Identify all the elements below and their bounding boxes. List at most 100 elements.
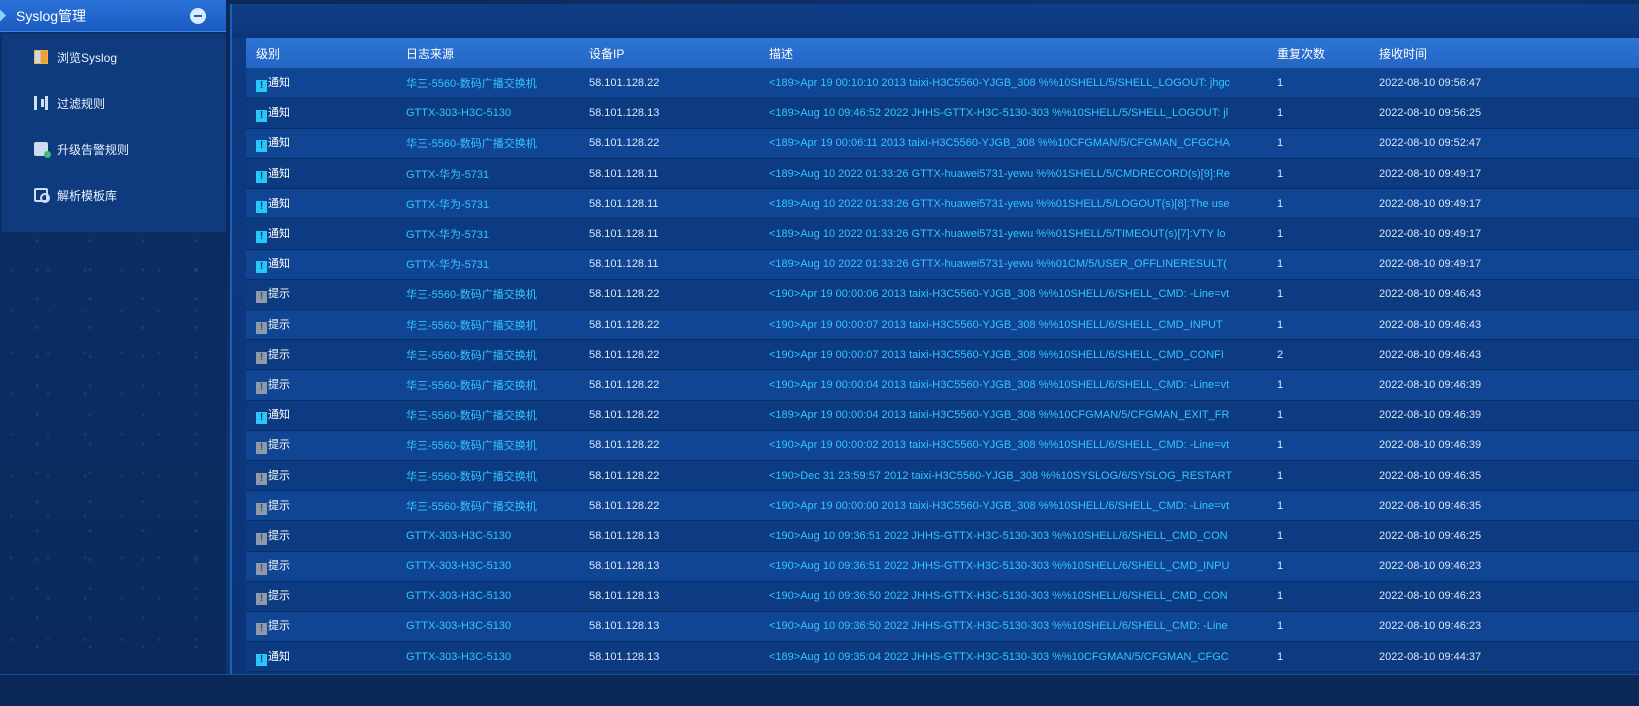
cell-ip-text: 58.101.128.22 bbox=[589, 288, 660, 301]
cell-description[interactable]: <190>Apr 19 00:00:04 2013 taixi-H3C5560-… bbox=[759, 369, 1267, 401]
panel-topbar bbox=[232, 4, 1639, 38]
table-row[interactable]: ! 提示 GTTX-303-H3C-5130 58.101.128.13 <190>Au… bbox=[246, 520, 1639, 552]
cell-description[interactable]: <190>Aug 10 09:36:50 2022 JHHS-GTTX-H3C-… bbox=[759, 581, 1267, 612]
header-description[interactable]: 描述 bbox=[759, 38, 1267, 68]
header-ip[interactable]: 设备IP bbox=[579, 38, 759, 68]
cell-source[interactable]: GTTX-303-H3C-5130 bbox=[396, 581, 579, 612]
table-row[interactable]: ! 通知 GTTX-华为-5731 58.101.128.11 <189>Aug 10 … bbox=[246, 218, 1639, 250]
cell-source[interactable]: 华三-5560-数码广播交换机 bbox=[396, 309, 579, 341]
cell-description[interactable]: <189>Apr 19 00:06:11 2013 taixi-H3C5560-… bbox=[759, 128, 1267, 160]
cell-source[interactable]: GTTX-303-H3C-5130 bbox=[396, 520, 579, 552]
table-row[interactable]: ! 通知 GTTX-303-H3C-5130 58.101.128.13 <189>Au… bbox=[246, 641, 1639, 673]
header-repeat-count[interactable]: 重复次数 bbox=[1267, 38, 1369, 68]
table-row[interactable]: ! 提示 GTTX-303-H3C-5130 58.101.128.13 <190>Au… bbox=[246, 551, 1639, 582]
sidebar-header[interactable]: Syslog管理 bbox=[0, 0, 226, 32]
table-row[interactable]: ! 提示 华三-5560-数码广播交换机 58.101.128.22 <190>Apr … bbox=[246, 339, 1639, 371]
cell-source[interactable]: 华三-5560-数码广播交换机 bbox=[396, 460, 579, 492]
cell-source[interactable]: 华三-5560-数码广播交换机 bbox=[396, 369, 579, 401]
cell-source[interactable]: 华三-5560-数码广播交换机 bbox=[396, 128, 579, 160]
cell-description[interactable]: <190>Dec 31 23:59:57 2012 taixi-H3C5560-… bbox=[759, 460, 1267, 492]
cell-description[interactable]: <190>Aug 10 09:36:50 2022 JHHS-GTTX-H3C-… bbox=[759, 611, 1267, 643]
cell-source[interactable]: 华三-5560-数码广播交换机 bbox=[396, 400, 579, 431]
sidebar-item-template-library[interactable]: 解析模板库 bbox=[2, 172, 226, 218]
table-row[interactable]: ! 通知 华三-5560-数码广播交换机 58.101.128.22 <189>Apr … bbox=[246, 128, 1639, 160]
cell-description[interactable]: <189>Aug 10 2022 01:33:26 GTTX-huawei573… bbox=[759, 249, 1267, 280]
cell-level: ! 提示 bbox=[246, 490, 396, 522]
cell-source[interactable]: GTTX-303-H3C-5130 bbox=[396, 98, 579, 129]
sidebar-item-filter-rules[interactable]: 过滤规则 bbox=[2, 80, 226, 126]
table-row[interactable]: ! 提示 华三-5560-数码广播交换机 58.101.128.22 <190>Apr … bbox=[246, 309, 1639, 341]
cell-description[interactable]: <189>Apr 19 00:10:10 2013 taixi-H3C5560-… bbox=[759, 68, 1267, 99]
table-row[interactable]: ! 提示 华三-5560-数码广播交换机 58.101.128.22 <190>Apr … bbox=[246, 430, 1639, 461]
sidebar-item-browse-syslog[interactable]: 浏览Syslog bbox=[2, 34, 226, 80]
table-row[interactable]: ! 通知 华三-5560-数码广播交换机 58.101.128.22 <189>Apr … bbox=[246, 68, 1639, 99]
header-source[interactable]: 日志来源 bbox=[396, 38, 579, 68]
sidebar-item-label: 过滤规则 bbox=[57, 96, 106, 111]
cell-receive-time: 2022-08-10 09:44:37 bbox=[1369, 641, 1639, 673]
cell-source[interactable]: GTTX-303-H3C-5130 bbox=[396, 611, 579, 643]
table-row[interactable]: ! 提示 华三-5560-数码广播交换机 58.101.128.22 <190>Apr … bbox=[246, 369, 1639, 401]
cell-source[interactable]: GTTX-华为-5731 bbox=[396, 188, 579, 220]
sidebar-item-label: 解析模板库 bbox=[57, 188, 118, 203]
table-row[interactable]: ! 提示 华三-5560-数码广播交换机 58.101.128.22 <190>Apr … bbox=[246, 279, 1639, 311]
table-row[interactable]: ! 通知 华三-5560-数码广播交换机 58.101.128.22 <189>Apr … bbox=[246, 400, 1639, 431]
cell-description[interactable]: <190>Apr 19 00:00:06 2013 taixi-H3C5560-… bbox=[759, 279, 1267, 311]
cell-source[interactable]: GTTX-303-H3C-5130 bbox=[396, 641, 579, 673]
cell-ip-text: 58.101.128.11 bbox=[589, 167, 659, 180]
cell-source-text: 华三-5560-数码广播交换机 bbox=[406, 289, 537, 302]
cell-source[interactable]: GTTX-华为-5731 bbox=[396, 218, 579, 250]
cell-repeat-count: 1 bbox=[1267, 520, 1369, 552]
cell-description[interactable]: <190>Aug 10 09:36:51 2022 JHHS-GTTX-H3C-… bbox=[759, 520, 1267, 552]
cell-source[interactable]: 华三-5560-数码广播交换机 bbox=[396, 339, 579, 371]
cell-source[interactable]: GTTX-303-H3C-5130 bbox=[396, 551, 579, 582]
sidebar-item-upgrade-alarm-rules[interactable]: 升级告警规则 bbox=[2, 126, 226, 172]
table-row[interactable]: ! 通知 GTTX-华为-5731 58.101.128.11 <189>Aug 10 … bbox=[246, 158, 1639, 190]
table-row[interactable]: ! 提示 华三-5560-数码广播交换机 58.101.128.22 <190>Apr … bbox=[246, 490, 1639, 522]
cell-source[interactable]: GTTX-华为-5731 bbox=[396, 249, 579, 280]
cell-description[interactable]: <190>Apr 19 00:00:07 2013 taixi-H3C5560-… bbox=[759, 339, 1267, 371]
cell-receive-time: 2022-08-10 09:49:17 bbox=[1369, 218, 1639, 250]
cell-receive-time: 2022-08-10 09:46:39 bbox=[1369, 430, 1639, 461]
cell-receive-time-text: 2022-08-10 09:46:39 bbox=[1379, 409, 1482, 422]
cell-source[interactable]: 华三-5560-数码广播交换机 bbox=[396, 430, 579, 461]
cell-description[interactable]: <190>Aug 10 09:36:51 2022 JHHS-GTTX-H3C-… bbox=[759, 551, 1267, 582]
table-row[interactable]: ! 提示 GTTX-303-H3C-5130 58.101.128.13 <190>Au… bbox=[246, 611, 1639, 643]
cell-description[interactable]: <189>Aug 10 2022 01:33:26 GTTX-huawei573… bbox=[759, 218, 1267, 250]
cell-ip: 58.101.128.22 bbox=[579, 369, 759, 401]
table-row[interactable]: ! 通知 GTTX-华为-5731 58.101.128.11 <189>Aug 10 … bbox=[246, 188, 1639, 220]
cell-level: ! 通知 bbox=[246, 400, 396, 431]
cell-source[interactable]: 华三-5560-数码广播交换机 bbox=[396, 68, 579, 99]
cell-source[interactable]: 华三-5560-数码广播交换机 bbox=[396, 490, 579, 522]
cell-ip: 58.101.128.22 bbox=[579, 309, 759, 341]
collapse-icon[interactable] bbox=[190, 8, 206, 24]
cell-receive-time-text: 2022-08-10 09:52:47 bbox=[1379, 137, 1482, 150]
cell-description[interactable]: <189>Aug 10 09:46:52 2022 JHHS-GTTX-H3C-… bbox=[759, 98, 1267, 129]
cell-description-text: <190>Aug 10 09:36:50 2022 JHHS-GTTX-H3C-… bbox=[769, 620, 1228, 633]
cell-description[interactable]: <190>Apr 19 00:00:00 2013 taixi-H3C5560-… bbox=[759, 490, 1267, 522]
cell-description[interactable]: <189>Aug 10 09:35:04 2022 JHHS-GTTX-H3C-… bbox=[759, 641, 1267, 673]
cell-source[interactable]: GTTX-华为-5731 bbox=[396, 158, 579, 190]
cell-ip-text: 58.101.128.22 bbox=[589, 76, 660, 89]
cell-level: ! 提示 bbox=[246, 309, 396, 341]
notice-level-icon: ! bbox=[256, 200, 267, 213]
cell-source-text: 华三-5560-数码广播交换机 bbox=[406, 440, 537, 453]
cell-source[interactable]: 华三-5560-数码广播交换机 bbox=[396, 279, 579, 311]
cell-description[interactable]: <189>Aug 10 2022 01:33:26 GTTX-huawei573… bbox=[759, 188, 1267, 220]
header-level[interactable]: 级别 bbox=[246, 38, 396, 68]
cell-ip-text: 58.101.128.22 bbox=[589, 378, 660, 391]
cell-ip: 58.101.128.22 bbox=[579, 430, 759, 461]
cell-repeat-count-text: 1 bbox=[1277, 529, 1284, 542]
cell-ip: 58.101.128.22 bbox=[579, 400, 759, 431]
hint-level-icon: ! bbox=[256, 532, 267, 545]
cell-description[interactable]: <189>Apr 19 00:00:04 2013 taixi-H3C5560-… bbox=[759, 400, 1267, 431]
cell-repeat-count: 1 bbox=[1267, 188, 1369, 220]
table-row[interactable]: ! 通知 GTTX-华为-5731 58.101.128.11 <189>Aug 10 … bbox=[246, 249, 1639, 280]
cell-description[interactable]: <189>Aug 10 2022 01:33:26 GTTX-huawei573… bbox=[759, 158, 1267, 190]
cell-description[interactable]: <190>Apr 19 00:00:02 2013 taixi-H3C5560-… bbox=[759, 430, 1267, 461]
table-row[interactable]: ! 提示 GTTX-303-H3C-5130 58.101.128.13 <190>Au… bbox=[246, 581, 1639, 612]
table-row[interactable]: ! 通知 GTTX-303-H3C-5130 58.101.128.13 <189>Au… bbox=[246, 98, 1639, 129]
table-row[interactable]: ! 提示 华三-5560-数码广播交换机 58.101.128.22 <190>Dec … bbox=[246, 460, 1639, 492]
header-receive-time[interactable]: 接收时间 bbox=[1369, 38, 1639, 68]
cell-level: ! 提示 bbox=[246, 611, 396, 643]
cell-description[interactable]: <190>Apr 19 00:00:07 2013 taixi-H3C5560-… bbox=[759, 309, 1267, 341]
